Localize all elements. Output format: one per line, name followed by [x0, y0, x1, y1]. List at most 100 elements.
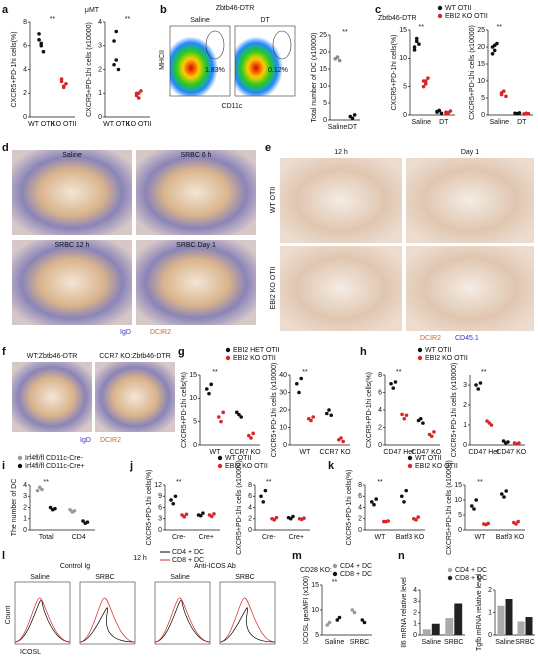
micrograph — [136, 240, 256, 325]
dot — [112, 39, 116, 43]
dot — [85, 520, 90, 524]
dot — [249, 436, 253, 440]
row-label: EBI2 KO OTII — [270, 267, 277, 310]
legend-marker — [437, 13, 443, 19]
significance: ** — [176, 479, 182, 486]
y-tick-label: 15 — [399, 27, 407, 34]
dot — [217, 415, 221, 419]
x-tick-label: CD47 KO — [496, 449, 527, 456]
panel-letter: i — [2, 460, 5, 472]
dot — [404, 488, 409, 493]
y-tick-label: 8 — [358, 482, 362, 489]
dot — [72, 509, 77, 513]
y-tick-label: 20 — [319, 49, 327, 56]
legend-head: CD28 KO: — [300, 567, 332, 574]
y-tick-label: 0 — [481, 112, 485, 119]
histogram-frame — [14, 581, 71, 645]
x-tick-label: SRBC — [515, 639, 534, 646]
bar — [445, 618, 454, 635]
dot — [514, 522, 518, 526]
y-tick-label: 10 — [399, 55, 407, 62]
micrograph — [12, 362, 92, 432]
y-axis-label: CXCR5+PD-1hi cells (x10000) — [86, 22, 93, 117]
dot — [207, 391, 211, 396]
x-tick-label: Cre+ — [289, 534, 304, 541]
y-tick-label: 6 — [358, 493, 362, 500]
dot — [288, 516, 293, 521]
dot — [247, 433, 251, 438]
group-label: Anti-ICOS Ab — [194, 563, 236, 570]
panel-letter: d — [2, 142, 9, 154]
dot — [169, 498, 173, 502]
y-tick-label: 1 — [488, 609, 492, 616]
y-tick-label: 6 — [378, 389, 382, 396]
dot — [486, 521, 491, 526]
column-label: Day 1 — [461, 149, 479, 156]
dot — [198, 513, 203, 518]
y-tick-label: 3 — [463, 382, 467, 389]
image-label: WT:Zbtb46-DTR — [27, 353, 78, 360]
bar — [422, 629, 431, 635]
x-tick-label: Total — [39, 534, 54, 541]
dot — [439, 111, 444, 116]
y-axis-label: Il6 mRNA relative level — [401, 577, 408, 648]
y-tick-label: 3 — [413, 598, 417, 605]
dot — [209, 514, 214, 519]
dot — [64, 81, 68, 86]
y-tick-label: 1 — [463, 422, 467, 429]
flow-plot — [234, 25, 296, 97]
dot — [417, 42, 421, 46]
dot — [182, 515, 187, 519]
histogram-curve — [14, 597, 71, 643]
legend-marker — [332, 571, 338, 577]
bar — [497, 605, 505, 635]
dot — [474, 383, 478, 387]
dot — [516, 519, 520, 524]
gate — [205, 30, 225, 60]
dot — [416, 515, 421, 519]
legend-label: EBI2 KO OTII — [225, 463, 268, 470]
y-tick-label: 2 — [23, 90, 27, 97]
dot — [499, 91, 504, 95]
image-label: SRBC Day 1 — [176, 242, 216, 249]
legend-marker — [437, 5, 443, 11]
y-tick-label: 0 — [488, 632, 492, 639]
dot — [291, 514, 295, 519]
dot — [139, 89, 143, 93]
legend-label: EBI2 HET OTII — [233, 347, 280, 354]
dot — [299, 376, 304, 381]
x-tick-label: Cre- — [262, 534, 276, 541]
significance: ** — [481, 369, 487, 376]
legend-marker — [17, 463, 23, 469]
percent: 0.12% — [268, 67, 288, 74]
dot — [201, 511, 205, 515]
dot — [221, 410, 225, 415]
dot — [68, 507, 72, 512]
dot — [470, 504, 474, 508]
significance: ** — [332, 579, 338, 586]
legend-marker — [225, 355, 231, 361]
dot — [311, 415, 316, 419]
micrograph — [406, 158, 534, 243]
dot — [500, 492, 504, 496]
significance: ** — [477, 479, 483, 486]
legend-label: CD4 + DC — [340, 563, 372, 570]
y-tick-label: 3 — [23, 493, 27, 500]
legend-label: WT OTII — [415, 455, 441, 462]
x-tick-label: Batf3 KO — [496, 534, 525, 541]
y-tick-label: 0 — [23, 114, 27, 121]
panel-letter: m — [292, 550, 302, 562]
dot — [61, 84, 66, 88]
legend-marker — [332, 563, 338, 569]
dot — [448, 109, 453, 113]
axis-label: MHCII — [159, 50, 166, 70]
y-tick-label: 0 — [378, 442, 382, 449]
y-tick-label: 0 — [193, 442, 197, 449]
y-tick-label: 6 — [248, 493, 252, 500]
legend-label: WT OTII — [425, 347, 451, 354]
dot — [297, 390, 301, 395]
dot — [112, 62, 116, 67]
dot — [389, 381, 393, 386]
histogram-curve — [79, 597, 136, 643]
y-tick-label: 8 — [248, 482, 252, 489]
